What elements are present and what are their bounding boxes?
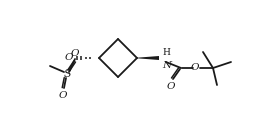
Text: N: N — [162, 61, 171, 70]
Text: O: O — [59, 91, 67, 100]
Polygon shape — [137, 56, 159, 60]
Text: O: O — [191, 64, 199, 72]
Text: H: H — [162, 48, 170, 57]
Text: O: O — [71, 49, 79, 58]
Text: O: O — [167, 82, 175, 91]
Text: S: S — [63, 69, 71, 79]
Text: O: O — [65, 54, 73, 62]
